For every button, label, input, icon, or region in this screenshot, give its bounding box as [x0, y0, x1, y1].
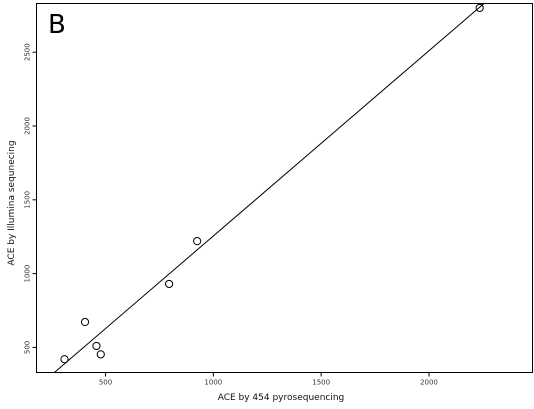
- data-point: [475, 3, 484, 13]
- x-tick-label: 2000: [420, 379, 438, 387]
- y-tick-label: 2500: [24, 43, 32, 61]
- y-tick-label: 500: [24, 341, 32, 354]
- plot-frame: [36, 3, 533, 373]
- x-axis-ticks: 500 1000 1500 2000: [99, 372, 438, 387]
- data-point: [60, 355, 69, 364]
- x-tick-label: 1000: [204, 379, 222, 387]
- x-tick-label: 1500: [312, 379, 330, 387]
- y-tick-label: 1000: [24, 265, 32, 283]
- x-axis-title: ACE by 454 pyrosequencing: [218, 393, 345, 403]
- data-points: [60, 3, 484, 364]
- data-point: [92, 341, 101, 351]
- fit-line-layer: [54, 3, 485, 373]
- data-point: [165, 279, 174, 289]
- panel-label: B: [48, 10, 66, 40]
- y-tick-label: 2000: [24, 117, 32, 135]
- x-tick-label: 500: [99, 379, 112, 387]
- y-axis-title: ACE by Illumina sequnecing: [7, 140, 17, 265]
- y-tick-label: 1500: [24, 191, 32, 209]
- y-axis-ticks: 500 1000 1500 2000 2500: [24, 43, 37, 354]
- data-point: [193, 237, 202, 246]
- regression-line: [54, 3, 485, 373]
- data-point: [80, 317, 90, 327]
- data-point: [96, 350, 105, 359]
